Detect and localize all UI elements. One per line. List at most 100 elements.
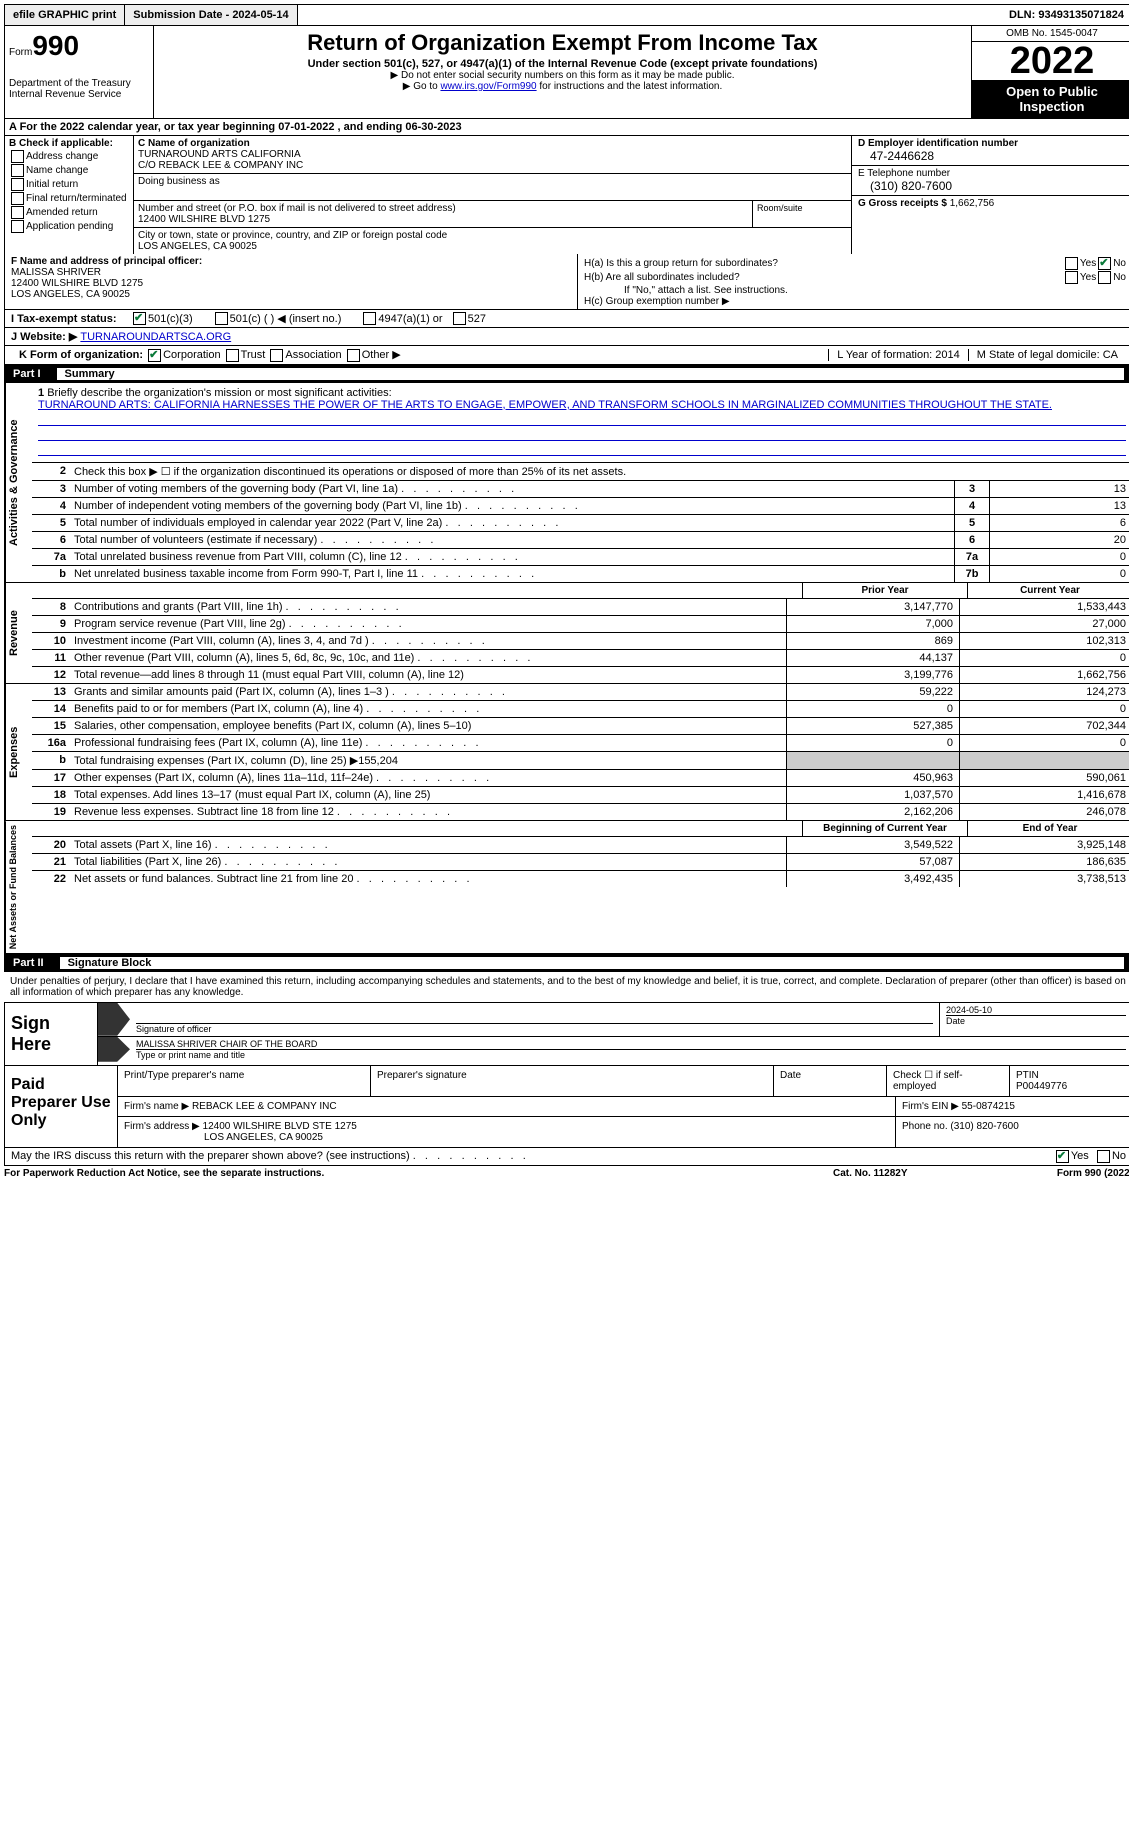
ein-phone-col: D Employer identification number 47-2446… xyxy=(851,136,1129,254)
l15-desc: Salaries, other compensation, employee b… xyxy=(70,718,786,734)
dba-cell: Doing business as xyxy=(134,174,851,201)
perjury-declaration: Under penalties of perjury, I declare th… xyxy=(4,972,1129,1002)
prep-date-label: Date xyxy=(774,1066,887,1096)
l8-p: 3,147,770 xyxy=(786,599,959,615)
l10-p: 869 xyxy=(786,633,959,649)
website-link[interactable]: TURNAROUNDARTSCA.ORG xyxy=(80,331,231,343)
app-pending-check[interactable]: Application pending xyxy=(9,220,129,233)
rev-content: Prior Year Current Year 8Contributions a… xyxy=(32,583,1129,683)
l11-desc: Other revenue (Part VIII, column (A), li… xyxy=(70,650,786,666)
city-state-zip: LOS ANGELES, CA 90025 xyxy=(138,241,847,252)
l9-p: 7,000 xyxy=(786,616,959,632)
l13-desc: Grants and similar amounts paid (Part IX… xyxy=(70,684,786,700)
l16b-p-shaded xyxy=(786,752,959,769)
name-change-check[interactable]: Name change xyxy=(9,164,129,177)
exp-block: Expenses 13Grants and similar amounts pa… xyxy=(4,684,1129,821)
arrow-icon xyxy=(98,1037,130,1062)
l20-c: 3,925,148 xyxy=(959,837,1129,853)
trust-check[interactable] xyxy=(226,349,239,362)
l6-desc: Total number of volunteers (estimate if … xyxy=(70,532,954,548)
l20-desc: Total assets (Part X, line 16) xyxy=(70,837,786,853)
l18-desc: Total expenses. Add lines 13–17 (must eq… xyxy=(70,787,786,803)
part1-roman: Part I xyxy=(13,368,57,380)
hb-yes-check[interactable] xyxy=(1065,271,1078,284)
final-return-check[interactable]: Final return/terminated xyxy=(9,192,129,205)
pra-notice: For Paperwork Reduction Act Notice, see … xyxy=(4,1168,833,1179)
addr-change-check[interactable]: Address change xyxy=(9,150,129,163)
l7a-box: 7a xyxy=(954,549,989,565)
discuss-yes-check[interactable] xyxy=(1056,1150,1069,1163)
form-box: Form990 Department of the Treasury Inter… xyxy=(5,26,154,118)
officer-typed-name: MALISSA SHRIVER CHAIR OF THE BOARD xyxy=(136,1039,1126,1049)
note-post: for instructions and the latest informat… xyxy=(537,81,723,92)
assoc-check[interactable] xyxy=(270,349,283,362)
firm-phone-cell: Phone no. (310) 820-7600 xyxy=(896,1117,1129,1147)
gross-value: 1,662,756 xyxy=(950,198,995,209)
name-label: C Name of organization xyxy=(138,138,847,149)
l-year: L Year of formation: 2014 xyxy=(828,349,968,361)
l18-p: 1,037,570 xyxy=(786,787,959,803)
no-text3: No xyxy=(1112,1150,1126,1163)
officer-cell: F Name and address of principal officer:… xyxy=(5,254,578,309)
l2-text: Check this box ▶ ☐ if the organization d… xyxy=(70,463,1129,480)
corp-check[interactable] xyxy=(148,349,161,362)
l16a-c: 0 xyxy=(959,735,1129,751)
501c3-text: 501(c)(3) xyxy=(148,313,193,325)
trust-text: Trust xyxy=(241,349,266,361)
discuss-row: May the IRS discuss this return with the… xyxy=(4,1148,1129,1166)
l1-label: Briefly describe the organization's miss… xyxy=(47,387,391,399)
firm-ein-cell: Firm's EIN ▶ 55-0874215 xyxy=(896,1097,1129,1116)
officer-city: LOS ANGELES, CA 90025 xyxy=(11,289,571,300)
prep-rows: Print/Type preparer's name Preparer's si… xyxy=(118,1066,1129,1147)
part2-header: Part II Signature Block xyxy=(4,954,1129,972)
j-label: J Website: ▶ xyxy=(11,330,77,343)
527-check[interactable] xyxy=(453,312,466,325)
efile-button[interactable]: efile GRAPHIC print xyxy=(5,5,125,25)
net-side-label: Net Assets or Fund Balances xyxy=(5,821,32,953)
ha-no-check[interactable] xyxy=(1098,257,1111,270)
4947-check[interactable] xyxy=(363,312,376,325)
hb-no-check[interactable] xyxy=(1098,271,1111,284)
l6-box: 6 xyxy=(954,532,989,548)
current-year-head: Current Year xyxy=(967,583,1129,598)
mission-blank-line xyxy=(38,428,1126,441)
527-text: 527 xyxy=(468,313,486,325)
note-ssn: ▶ Do not enter social security numbers o… xyxy=(156,70,969,81)
city-cell: City or town, state or province, country… xyxy=(134,228,851,254)
form-subtitle: Under section 501(c), 527, or 4947(a)(1)… xyxy=(156,58,969,70)
rev-side-label: Revenue xyxy=(5,583,32,683)
discuss-no-check[interactable] xyxy=(1097,1150,1110,1163)
assoc-text: Association xyxy=(285,349,341,361)
ha-label: H(a) Is this a group return for subordin… xyxy=(584,258,1063,269)
l5-desc: Total number of individuals employed in … xyxy=(70,515,954,531)
ein-label: D Employer identification number xyxy=(858,138,1126,149)
discuss-text: May the IRS discuss this return with the… xyxy=(11,1150,1054,1163)
501c-check[interactable] xyxy=(215,312,228,325)
addr-cell: Number and street (or P.O. box if mail i… xyxy=(134,201,851,228)
exp-side-label: Expenses xyxy=(5,684,32,820)
yes-text2: Yes xyxy=(1080,272,1096,283)
ag-content: 1 Briefly describe the organization's mi… xyxy=(32,383,1129,582)
other-check[interactable] xyxy=(347,349,360,362)
l7a-val: 0 xyxy=(989,549,1129,565)
amended-check[interactable]: Amended return xyxy=(9,206,129,219)
mission-text: TURNAROUND ARTS: CALIFORNIA HARNESSES TH… xyxy=(38,399,1052,411)
l7b-val: 0 xyxy=(989,566,1129,582)
501c3-check[interactable] xyxy=(133,312,146,325)
irs-link[interactable]: www.irs.gov/Form990 xyxy=(440,81,536,92)
form-title: Return of Organization Exempt From Incom… xyxy=(156,30,969,56)
city-label: City or town, state or province, country… xyxy=(138,230,847,241)
hb-label: H(b) Are all subordinates included? xyxy=(584,272,1063,283)
dba-label: Doing business as xyxy=(138,176,847,187)
part2-roman: Part II xyxy=(13,957,60,969)
self-employed-cell: Check ☐ if self-employed xyxy=(887,1066,1010,1096)
l4-val: 13 xyxy=(989,498,1129,514)
form-label: Form xyxy=(9,47,32,58)
l10-c: 102,313 xyxy=(959,633,1129,649)
street-addr: 12400 WILSHIRE BLVD 1275 xyxy=(138,214,748,225)
org-info-grid: B Check if applicable: Address change Na… xyxy=(4,136,1129,254)
arrow-icon xyxy=(98,1003,130,1036)
initial-return-check[interactable]: Initial return xyxy=(9,178,129,191)
ha-yes-check[interactable] xyxy=(1065,257,1078,270)
officer-h-row: F Name and address of principal officer:… xyxy=(4,254,1129,310)
